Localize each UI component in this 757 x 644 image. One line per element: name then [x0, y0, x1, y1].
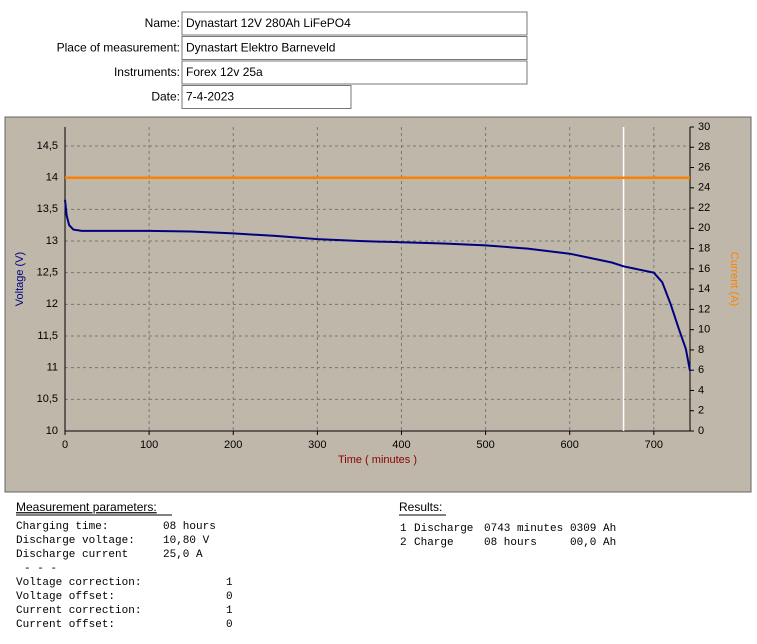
result-cell: Discharge	[414, 523, 473, 535]
param-label: Current correction:	[16, 605, 141, 617]
y-tick-label: 10	[46, 425, 58, 437]
result-cell: Charge	[414, 537, 454, 549]
y2-tick-label: 30	[698, 121, 710, 133]
field-label: Name:	[145, 16, 180, 30]
x-tick-label: 700	[645, 439, 663, 451]
section-title: Measurement parameters:	[16, 500, 157, 514]
param-value: 1	[226, 577, 233, 589]
y2-tick-label: 22	[698, 202, 710, 214]
param-label: Voltage offset:	[16, 591, 115, 603]
y2-tick-label: 6	[698, 364, 704, 376]
result-cell: 0743 minutes	[484, 523, 563, 535]
field-box	[181, 11, 528, 36]
x-tick-label: 100	[140, 439, 158, 451]
y2-tick-label: 2	[698, 405, 704, 417]
y-tick-label: 14,5	[37, 140, 58, 152]
result-cell: 00,0 Ah	[570, 537, 616, 549]
param-label: Discharge voltage:	[16, 535, 135, 547]
field-label: Place of measurement:	[57, 41, 180, 55]
y2-tick-label: 18	[698, 243, 710, 255]
y-tick-label: 10,5	[37, 393, 58, 405]
param-value: 25,0 A	[163, 549, 203, 561]
field-label: Date:	[151, 90, 180, 104]
series-line	[64, 199, 691, 371]
param-value: 1	[226, 605, 233, 617]
param-value: 10,80 V	[163, 535, 210, 547]
result-cell: 08 hours	[484, 537, 537, 549]
param-label: - - -	[24, 563, 57, 575]
x-tick-label: 0	[62, 439, 68, 451]
y-tick-label: 14	[46, 172, 58, 184]
x-axis-label: Time ( minutes )	[338, 454, 417, 466]
param-label: Current offset:	[16, 619, 115, 631]
field-value: Dynastart Elektro Barneveld	[186, 41, 335, 55]
y-tick-label: 13,5	[37, 203, 58, 215]
param-label: Voltage correction:	[16, 577, 141, 589]
param-label: Charging time:	[16, 521, 108, 533]
y2-axis-label: Current (A)	[728, 252, 740, 306]
field-value: Forex 12v 25a	[186, 65, 263, 79]
y-tick-label: 12	[46, 298, 58, 310]
param-label: Discharge current	[16, 549, 128, 561]
field-value: Dynastart 12V 280Ah LiFePO4	[186, 16, 351, 30]
y-axis-label: Voltage (V)	[14, 252, 26, 306]
field-box	[181, 36, 528, 60]
y2-tick-label: 20	[698, 222, 710, 234]
field-box	[181, 60, 528, 85]
y2-tick-label: 14	[698, 283, 710, 295]
y2-tick-label: 16	[698, 263, 710, 275]
x-tick-label: 500	[476, 439, 494, 451]
y2-tick-label: 4	[698, 384, 704, 396]
field-value: 7-4-2023	[186, 90, 234, 104]
y-tick-label: 13	[46, 235, 58, 247]
y2-tick-label: 8	[698, 344, 704, 356]
y-tick-label: 11,5	[37, 330, 58, 342]
y2-tick-label: 12	[698, 303, 710, 315]
y-tick-label: 12,5	[37, 267, 58, 279]
x-tick-label: 400	[392, 439, 410, 451]
x-tick-label: 200	[224, 439, 242, 451]
x-tick-label: 300	[308, 439, 326, 451]
y2-tick-label: 28	[698, 141, 710, 153]
param-value: 0	[226, 619, 233, 631]
y2-tick-label: 0	[698, 425, 704, 437]
result-cell: 0309 Ah	[570, 523, 616, 535]
y2-tick-label: 26	[698, 161, 710, 173]
y2-tick-label: 10	[698, 324, 710, 336]
result-cell: 1	[400, 523, 407, 535]
x-tick-label: 600	[561, 439, 579, 451]
param-value: 0	[226, 591, 233, 603]
param-value: 08 hours	[163, 521, 216, 533]
field-label: Instruments:	[114, 65, 180, 79]
field-box	[181, 85, 352, 109]
result-cell: 2	[400, 537, 407, 549]
plot-area	[65, 127, 690, 431]
section-title: Results:	[399, 500, 442, 514]
y-tick-label: 11	[47, 362, 58, 374]
y2-tick-label: 24	[698, 182, 710, 194]
